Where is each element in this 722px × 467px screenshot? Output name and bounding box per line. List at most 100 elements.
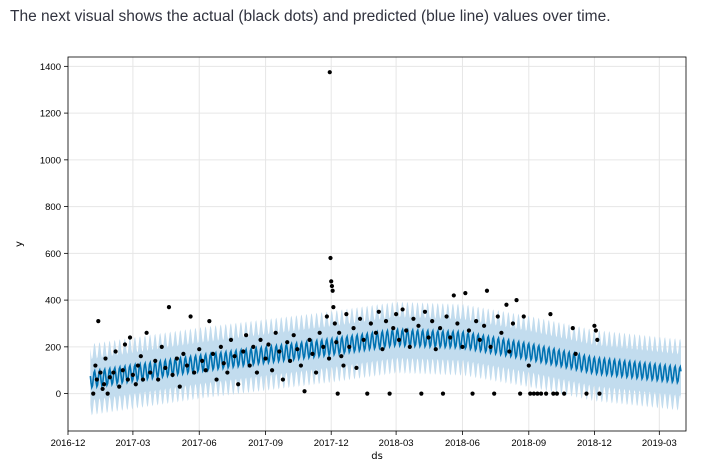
actual-point xyxy=(317,330,322,335)
actual-point xyxy=(197,347,202,352)
actual-point xyxy=(507,349,512,354)
y-tick-label: 1000 xyxy=(40,155,61,166)
actual-point xyxy=(433,347,438,352)
actual-point xyxy=(419,391,424,396)
actual-point xyxy=(326,356,332,361)
actual-point xyxy=(263,356,268,361)
actual-point xyxy=(484,288,490,293)
actual-point xyxy=(138,354,143,359)
actual-point xyxy=(122,342,128,347)
actual-point xyxy=(451,293,456,298)
actual-point xyxy=(94,377,99,382)
actual-point xyxy=(341,363,346,368)
actual-point xyxy=(170,372,175,377)
actual-point xyxy=(330,288,335,293)
actual-point xyxy=(241,349,246,354)
actual-point xyxy=(184,363,190,368)
actual-point xyxy=(258,337,263,342)
actual-point xyxy=(357,316,363,321)
actual-point xyxy=(266,342,271,347)
actual-point xyxy=(247,363,252,368)
actual-point xyxy=(347,344,352,349)
actual-point xyxy=(228,337,234,342)
actual-point xyxy=(244,333,249,338)
actual-point xyxy=(298,363,304,368)
actual-point xyxy=(521,314,526,319)
actual-point xyxy=(593,328,598,333)
actual-point xyxy=(554,391,560,396)
actual-point xyxy=(329,279,334,284)
actual-point xyxy=(329,283,335,289)
actual-point xyxy=(538,391,544,396)
actual-point xyxy=(528,391,533,396)
actual-point xyxy=(584,391,589,396)
actual-point xyxy=(404,328,409,333)
actual-point xyxy=(351,326,356,331)
actual-point xyxy=(324,314,329,319)
actual-point xyxy=(466,328,472,333)
actual-point xyxy=(313,370,319,375)
actual-point xyxy=(597,391,602,396)
actual-point xyxy=(166,305,172,310)
actual-point xyxy=(365,391,370,396)
actual-point xyxy=(177,384,182,389)
actual-point xyxy=(218,344,223,349)
actual-point xyxy=(153,358,158,363)
actual-point xyxy=(321,344,326,349)
actual-point xyxy=(376,309,381,314)
actual-point xyxy=(535,391,540,396)
actual-point xyxy=(332,321,337,326)
actual-point xyxy=(510,321,516,326)
actual-point xyxy=(207,319,212,324)
actual-point xyxy=(504,302,509,307)
actual-point xyxy=(96,319,101,324)
actual-point xyxy=(368,321,373,326)
actual-point xyxy=(354,365,359,370)
x-tick-label: 2016-12 xyxy=(51,438,86,449)
actual-point xyxy=(570,326,575,331)
actual-point xyxy=(344,312,349,317)
actual-point xyxy=(100,386,105,392)
actual-point xyxy=(430,319,435,324)
actual-point xyxy=(400,307,405,312)
y-tick-label: 1200 xyxy=(40,109,61,120)
y-tick-label: 800 xyxy=(45,202,61,213)
plot-frame xyxy=(67,56,687,432)
actual-point xyxy=(221,361,226,366)
actual-point xyxy=(103,356,108,361)
actual-point xyxy=(148,370,153,375)
actual-point xyxy=(192,370,197,375)
actual-point xyxy=(499,330,504,335)
actual-point xyxy=(394,312,399,317)
actual-point xyxy=(156,377,161,382)
actual-point xyxy=(174,356,179,361)
actual-point xyxy=(383,319,389,324)
actual-point xyxy=(551,391,556,396)
actual-point xyxy=(203,368,208,373)
actual-point xyxy=(448,335,453,340)
actual-point xyxy=(135,363,141,368)
actual-point xyxy=(548,312,553,317)
actual-point xyxy=(337,330,342,335)
actual-point xyxy=(125,377,130,382)
actual-point xyxy=(387,391,392,396)
actual-point xyxy=(474,319,479,324)
x-tick-label: 2017-12 xyxy=(314,438,349,449)
actual-point xyxy=(310,351,315,356)
x-tick-label: 2018-09 xyxy=(511,438,546,449)
actual-point xyxy=(225,370,230,375)
actual-point xyxy=(339,354,344,359)
x-tick-label: 2018-06 xyxy=(445,438,480,449)
actual-point xyxy=(159,344,164,349)
actual-point xyxy=(291,333,296,338)
actual-point xyxy=(127,335,133,340)
actual-point xyxy=(163,365,168,370)
actual-point xyxy=(285,340,290,345)
actual-point xyxy=(107,375,112,380)
x-tick-label: 2017-06 xyxy=(182,438,217,449)
x-axis-label: ds xyxy=(371,451,383,462)
actual-point xyxy=(251,344,256,349)
actual-point xyxy=(328,255,333,261)
actual-point xyxy=(130,372,136,377)
actual-point xyxy=(460,344,465,349)
